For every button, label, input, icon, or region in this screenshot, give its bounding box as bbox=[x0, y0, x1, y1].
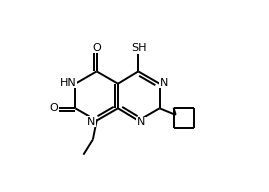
Text: N: N bbox=[87, 117, 95, 127]
Text: N: N bbox=[160, 78, 168, 88]
Text: N: N bbox=[137, 118, 145, 127]
Text: O: O bbox=[92, 43, 101, 53]
Text: SH: SH bbox=[132, 43, 147, 53]
Text: O: O bbox=[49, 103, 58, 113]
Text: HN: HN bbox=[59, 78, 76, 88]
